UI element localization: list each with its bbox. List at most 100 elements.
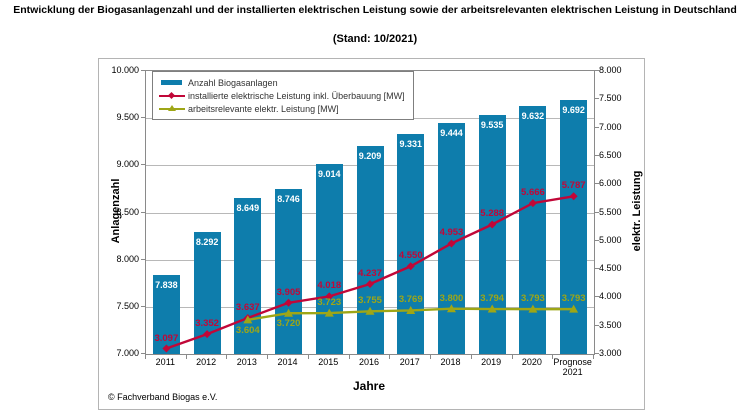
x-tick-label: 2013 (237, 357, 257, 367)
x-tick-label: 2018 (440, 357, 460, 367)
bar-label: 8.649 (236, 203, 260, 214)
tick-mark (141, 117, 145, 119)
tick-mark (185, 355, 187, 359)
bar (397, 134, 425, 354)
line-label: 3.769 (398, 294, 423, 306)
tick-mark (145, 355, 146, 359)
bar-label: 9.209 (358, 150, 382, 161)
tick-mark (141, 258, 145, 260)
x-tick-label: 2019 (481, 357, 501, 367)
x-tick-label-line: Prognose (553, 357, 592, 367)
page-title: Entwicklung der Biogasanlagenzahl und de… (13, 4, 737, 16)
bar (275, 189, 303, 354)
x-tick-label-line: 2016 (358, 357, 380, 367)
legend-item-installed-power: installierte elektrische Leistung inkl. … (159, 89, 405, 102)
bar (315, 164, 343, 354)
bar-series-swatch (159, 78, 185, 87)
bar-label: 9.331 (399, 139, 422, 150)
line-label: 3.800 (439, 292, 464, 304)
tick-mark (595, 353, 599, 354)
tick-mark (552, 355, 554, 359)
line-label: 3.794 (480, 293, 505, 305)
diamond-marker (162, 344, 171, 353)
x-tick-label: 2020 (522, 357, 542, 367)
line-label: 4.953 (439, 227, 464, 239)
legend: Anzahl Biogasanlagen installierte elektr… (152, 71, 414, 120)
tick-mark (141, 353, 145, 354)
y-tick-label-left: 8.500 (116, 206, 139, 217)
triangle-marker (243, 315, 253, 324)
x-tick-label: 2012 (196, 357, 216, 367)
triangle-marker (324, 308, 334, 317)
tick-mark (141, 70, 145, 71)
tick-mark (593, 355, 594, 359)
line-label: 4.018 (317, 280, 342, 292)
bar-label: 8.746 (277, 194, 300, 205)
diamond-marker (528, 199, 537, 208)
y-tick-label-right: 7.500 (599, 93, 622, 104)
line-label: 3.723 (317, 297, 342, 309)
x-tick-label: 2016 (359, 357, 379, 367)
tick-mark (595, 98, 599, 100)
diamond-marker (203, 330, 212, 339)
y-tick-label-right: 4.000 (599, 291, 622, 302)
bar (234, 198, 262, 354)
y-tick-label-right: 5.000 (599, 234, 622, 245)
y-tick-label-left: 9.000 (116, 159, 139, 170)
x-tick-label: 2017 (400, 357, 420, 367)
line-diamond-swatch (159, 91, 185, 100)
tick-mark (389, 355, 391, 359)
bar (478, 114, 506, 354)
y-tick-label-right: 6.000 (599, 178, 622, 189)
diamond-marker (447, 239, 456, 248)
legend-label: arbeitsrelevante elektr. Leistung [MW] (188, 103, 339, 114)
x-tick-label-line: 2019 (481, 357, 502, 367)
tick-mark (595, 324, 599, 326)
bar-label: 9.535 (480, 119, 504, 130)
tick-mark (511, 355, 513, 359)
line-label: 3.604 (235, 324, 260, 336)
x-tick-label: 2014 (278, 357, 298, 367)
line-label: 3.905 (276, 286, 301, 298)
line-label: 4.237 (358, 267, 382, 279)
line-triangle-swatch (159, 104, 185, 113)
tick-mark (595, 70, 599, 71)
triangle-marker (284, 308, 294, 317)
y-tick-label-right: 6.500 (599, 149, 622, 160)
line-label: 3.793 (561, 293, 586, 305)
bar-label: 9.014 (318, 169, 341, 179)
triangle-marker (487, 304, 497, 313)
tick-mark (348, 355, 350, 359)
line-label: 3.352 (195, 318, 219, 330)
diamond-marker (406, 262, 415, 271)
x-tick-label-line: 2015 (318, 357, 339, 367)
triangle-marker (365, 306, 375, 315)
y-tick-label-left: 10.000 (111, 65, 139, 75)
line-label: 3.097 (154, 332, 179, 344)
line-label: 3.755 (358, 295, 382, 307)
x-tick-label: 2011 (156, 357, 175, 367)
legend-label: Anzahl Biogasanlagen (188, 77, 278, 88)
tick-mark (595, 239, 599, 241)
tick-mark (141, 211, 145, 213)
line-label: 3.637 (235, 301, 260, 313)
y-tick-label-right: 3.500 (599, 319, 622, 330)
x-tick-label-line: 2013 (236, 357, 257, 367)
bar (356, 145, 384, 354)
diamond-marker (569, 192, 578, 201)
tick-mark (470, 355, 472, 359)
diamond-marker (366, 279, 374, 288)
line-label: 5.288 (480, 208, 505, 220)
tick-mark (595, 154, 599, 156)
bar-label: 9.692 (562, 105, 585, 116)
line-label: 3.720 (276, 318, 301, 330)
x-tick-label-line: 2017 (399, 357, 420, 367)
y-tick-label-right: 7.000 (599, 121, 622, 132)
tick-mark (595, 183, 599, 185)
tick-mark (595, 126, 599, 128)
tick-mark (595, 268, 599, 270)
bar-label: 9.444 (440, 128, 463, 139)
bar-label: 9.632 (521, 110, 545, 121)
line-label: 5.666 (521, 187, 545, 199)
